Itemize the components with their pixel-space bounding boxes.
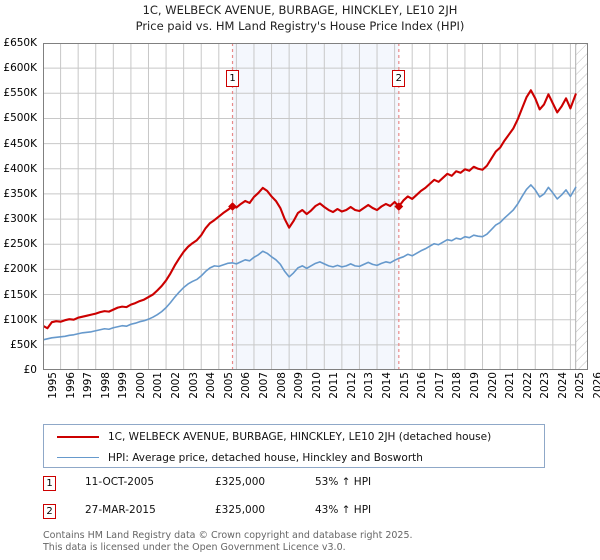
chart-canvas: [43, 43, 588, 370]
transaction-hpi-delta: 53% ↑ HPI: [315, 476, 372, 488]
price-paid-line: [43, 89, 577, 330]
x-axis-tick-label: 2003: [187, 372, 200, 399]
x-axis-tick-label: 2010: [310, 372, 323, 399]
footer-attribution: Contains HM Land Registry data © Crown c…: [43, 530, 563, 553]
transaction-index-badge: 1: [43, 476, 56, 491]
y-axis-tick-label: £600K: [3, 62, 37, 75]
transaction-point-marker: [394, 202, 404, 211]
x-axis-tick-label: 2020: [486, 372, 499, 399]
table-row[interactable]: 1 11-OCT-2005 £325,000 53% ↑ HPI: [43, 474, 443, 502]
x-axis-tick-label: 2021: [504, 372, 517, 399]
x-axis-tick-label: 2005: [222, 372, 235, 399]
transaction-hpi-delta: 43% ↑ HPI: [315, 504, 372, 516]
x-axis-tick-label: 2016: [416, 372, 429, 399]
x-axis-tick-label: 2017: [433, 372, 446, 399]
footer-line-1: Contains HM Land Registry data © Crown c…: [43, 530, 413, 541]
x-axis-tick-label: 2000: [134, 372, 147, 399]
legend-entry: HPI: Average price, detached house, Hinc…: [44, 447, 544, 469]
y-axis-tick-label: £300K: [3, 213, 37, 226]
transactions-table: 1 11-OCT-2005 £325,000 53% ↑ HPI 2 27-MAR-201…: [43, 474, 443, 530]
y-axis-tick-label: £200K: [3, 263, 37, 276]
legend-color-swatch: [57, 457, 99, 458]
y-axis-tick-label: £650K: [3, 37, 37, 49]
incomplete-data-hatch: [575, 43, 588, 370]
x-axis-tick-label: 2001: [152, 372, 165, 399]
x-axis-tick-label: 2023: [539, 372, 552, 399]
table-row[interactable]: 2 27-MAR-2015 £325,000 43% ↑ HPI: [43, 502, 443, 530]
y-axis-tick-label: £250K: [3, 238, 37, 251]
chart-legend: 1C, WELBECK AVENUE, BURBAGE, HINCKLEY, L…: [43, 424, 545, 468]
x-axis-tick-label: 2022: [521, 372, 534, 399]
footer-line-2: This data is licensed under the Open Gov…: [43, 541, 346, 553]
transaction-point-marker: [228, 202, 237, 211]
x-axis-tick-label: 2025: [574, 372, 587, 399]
x-axis-tick-label: 2012: [345, 372, 358, 399]
y-axis-tick-label: £0: [23, 364, 37, 376]
y-axis-tick-label: £150K: [3, 288, 37, 301]
y-axis-tick-label: £100K: [3, 313, 37, 326]
x-axis-tick-label: 2013: [363, 372, 376, 399]
transaction-price: £325,000: [215, 476, 266, 488]
x-axis-labels: 1995 1996 1997 1998 1999 2000 2001 2002 2003 2004…: [43, 372, 600, 412]
x-axis-tick-label: 2011: [328, 372, 341, 399]
legend-label: HPI: Average price, detached house, Hinc…: [108, 452, 423, 464]
x-axis-tick-label: 2009: [293, 372, 306, 399]
y-axis-tick-label: £550K: [3, 87, 37, 100]
x-axis-tick-label: 2008: [275, 372, 288, 399]
y-axis-tick-label: £500K: [3, 112, 37, 125]
x-axis-tick-label: 2002: [170, 372, 183, 399]
y-axis-tick-label: £350K: [3, 187, 37, 200]
x-axis-tick-label: 2019: [468, 372, 481, 399]
transaction-date: 11-OCT-2005: [85, 476, 154, 488]
x-axis-tick-label: 1995: [47, 372, 59, 399]
chart-title-address: 1C, WELBECK AVENUE, BURBAGE, HINCKLEY, L…: [142, 3, 458, 17]
x-axis-tick-label: 2014: [381, 372, 394, 399]
x-axis-tick-label: 2018: [451, 372, 464, 399]
y-axis-labels: £0 £50K £100K £150K £200K £250K £300K £350K £400…: [0, 38, 40, 376]
transaction-date: 27-MAR-2015: [85, 504, 156, 516]
y-axis-tick-label: £400K: [3, 162, 37, 175]
x-axis-tick-label: 1999: [117, 372, 130, 399]
x-axis-tick-label: 1998: [99, 372, 112, 399]
page-title: 1C, WELBECK AVENUE, BURBAGE, HINCKLEY, L…: [0, 2, 600, 34]
x-axis-tick-label: 1996: [64, 372, 77, 399]
x-axis-tick-label: 2004: [205, 372, 218, 399]
chart-callout-1[interactable]: 1: [226, 70, 240, 87]
x-axis-tick-label: 2024: [556, 372, 569, 399]
x-axis-tick-label: 2015: [398, 372, 411, 399]
chart-plot-area: [43, 43, 588, 370]
x-axis-tick-label: 2007: [257, 372, 270, 399]
x-axis-tick-label: 2006: [240, 372, 253, 399]
x-axis-tick-label: 1997: [82, 372, 95, 399]
chart-title-subtitle: Price paid vs. HM Land Registry's House …: [135, 19, 465, 33]
chart-callout-2[interactable]: 2: [392, 70, 406, 87]
legend-entry: 1C, WELBECK AVENUE, BURBAGE, HINCKLEY, L…: [44, 426, 544, 448]
y-axis-tick-label: £50K: [10, 338, 37, 351]
transaction-price: £325,000: [215, 504, 266, 516]
legend-label: 1C, WELBECK AVENUE, BURBAGE, HINCKLEY, L…: [108, 431, 492, 443]
transaction-index-badge: 2: [43, 504, 56, 519]
hpi-average-line: [43, 184, 577, 341]
x-axis-tick-label: 2026: [592, 372, 600, 399]
legend-color-swatch: [57, 436, 99, 438]
y-axis-tick-label: £450K: [3, 137, 37, 150]
plot-border: [43, 43, 588, 370]
